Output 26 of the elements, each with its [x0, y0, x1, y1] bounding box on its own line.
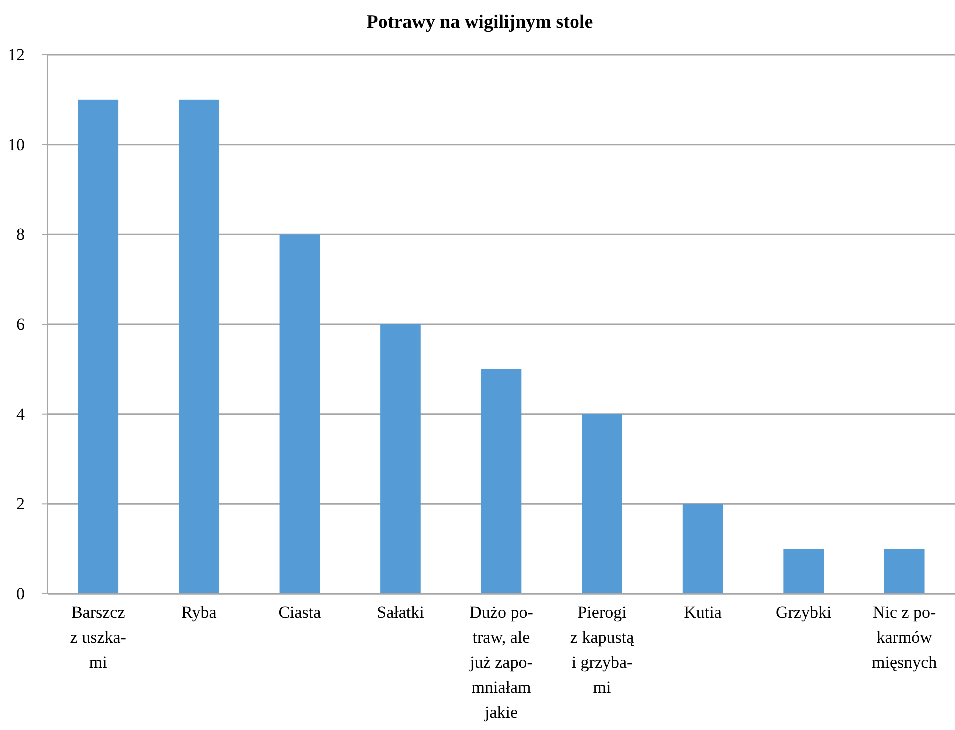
- chart-title: Potrawy na wigilijnym stole: [366, 12, 594, 33]
- bar: [884, 549, 925, 594]
- bar: [682, 504, 724, 594]
- x-tick-label: Ryba: [182, 603, 218, 622]
- bar: [280, 234, 320, 594]
- y-tick-label: 0: [16, 584, 25, 604]
- x-tick-label: Nic z po- karmów mięsnych: [872, 603, 938, 672]
- x-tick-label: Barszcz z uszka- mi: [70, 603, 127, 672]
- y-tick-label: 6: [16, 314, 25, 334]
- y-tick-label: 8: [16, 225, 25, 244]
- y-tick-label: 12: [8, 45, 25, 64]
- bar: [784, 549, 824, 594]
- bar: [380, 324, 421, 594]
- bar: [481, 369, 522, 594]
- bar: [179, 100, 220, 594]
- x-tick-label: Grzybki: [776, 603, 832, 622]
- x-tick-label: Ciasta: [278, 603, 322, 622]
- x-tick-label: Dużo po- traw, ale już zapo- mniałam jakie: [469, 603, 534, 722]
- bar: [78, 100, 119, 594]
- x-tick-label: Pierogi z kapustą i grzyba- mi: [570, 603, 635, 697]
- bar: [582, 414, 622, 594]
- x-tick-label: Kutia: [684, 603, 722, 622]
- y-tick-label: 2: [16, 494, 25, 514]
- y-tick-label: 4: [16, 404, 26, 424]
- x-tick-label: Sałatki: [377, 603, 425, 622]
- y-tick-label: 10: [8, 135, 25, 154]
